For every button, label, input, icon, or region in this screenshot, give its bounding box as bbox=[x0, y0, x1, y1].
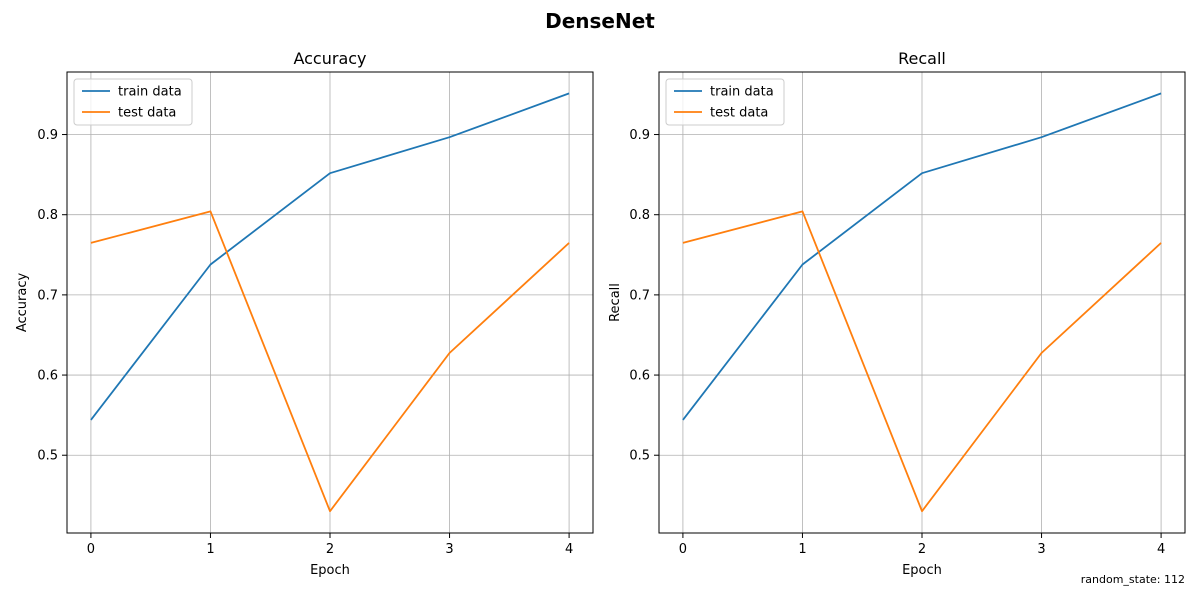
recall-chart: 0 1 2 3 4 0.5 0.6 0.7 0.8 0.9 Recall Epoch Recall tra… bbox=[608, 49, 1186, 578]
accuracy-xtick-label-0: 0 bbox=[87, 542, 95, 557]
recall-legend-label-0: train data bbox=[710, 85, 774, 100]
accuracy-xtick-label-2: 2 bbox=[326, 542, 334, 557]
accuracy-ytick-label-1: 0.6 bbox=[37, 369, 58, 384]
accuracy-ytick-label-0: 0.5 bbox=[37, 449, 58, 464]
accuracy-series-test-data-line bbox=[90, 210, 570, 513]
figure-title: DenseNet bbox=[545, 9, 655, 33]
recall-series-train-data-line bbox=[682, 92, 1162, 421]
recall-legend-label-1: test data bbox=[710, 106, 768, 121]
recall-xtick-label-4: 4 bbox=[1157, 542, 1165, 557]
accuracy-x-axis-label: Epoch bbox=[310, 563, 350, 578]
recall-x-axis-label: Epoch bbox=[902, 563, 942, 578]
recall-series-test-data-line bbox=[682, 210, 1162, 513]
accuracy-xtick-label-3: 3 bbox=[445, 542, 453, 557]
accuracy-ytick-label-4: 0.9 bbox=[37, 128, 58, 143]
recall-ytick-label-0: 0.5 bbox=[629, 449, 650, 464]
accuracy-chart-title: Accuracy bbox=[293, 49, 366, 68]
accuracy-legend-label-1: test data bbox=[118, 106, 176, 121]
accuracy-legend-label-0: train data bbox=[118, 85, 182, 100]
accuracy-series-train-data-line bbox=[90, 92, 570, 421]
accuracy-xtick-label-4: 4 bbox=[565, 542, 573, 557]
recall-xtick-label-1: 1 bbox=[798, 542, 806, 557]
accuracy-chart: 0 1 2 3 4 0.5 0.6 0.7 0.8 0.9 Accuracy Epoch Accurac… bbox=[15, 49, 594, 578]
accuracy-ytick-label-2: 0.7 bbox=[37, 288, 58, 303]
random-state-footnote: random_state: 112 bbox=[1081, 573, 1185, 586]
accuracy-xtick-label-1: 1 bbox=[206, 542, 214, 557]
accuracy-y-axis-label: Accuracy bbox=[15, 273, 30, 333]
recall-ytick-label-4: 0.9 bbox=[629, 128, 650, 143]
recall-ytick-label-2: 0.7 bbox=[629, 288, 650, 303]
accuracy-ytick-label-3: 0.8 bbox=[37, 208, 58, 223]
recall-xtick-label-0: 0 bbox=[679, 542, 687, 557]
recall-y-axis-label: Recall bbox=[608, 283, 623, 322]
recall-xtick-label-3: 3 bbox=[1037, 542, 1045, 557]
recall-xtick-label-2: 2 bbox=[918, 542, 926, 557]
recall-chart-title: Recall bbox=[898, 49, 946, 68]
recall-ytick-label-1: 0.6 bbox=[629, 369, 650, 384]
recall-ytick-label-3: 0.8 bbox=[629, 208, 650, 223]
